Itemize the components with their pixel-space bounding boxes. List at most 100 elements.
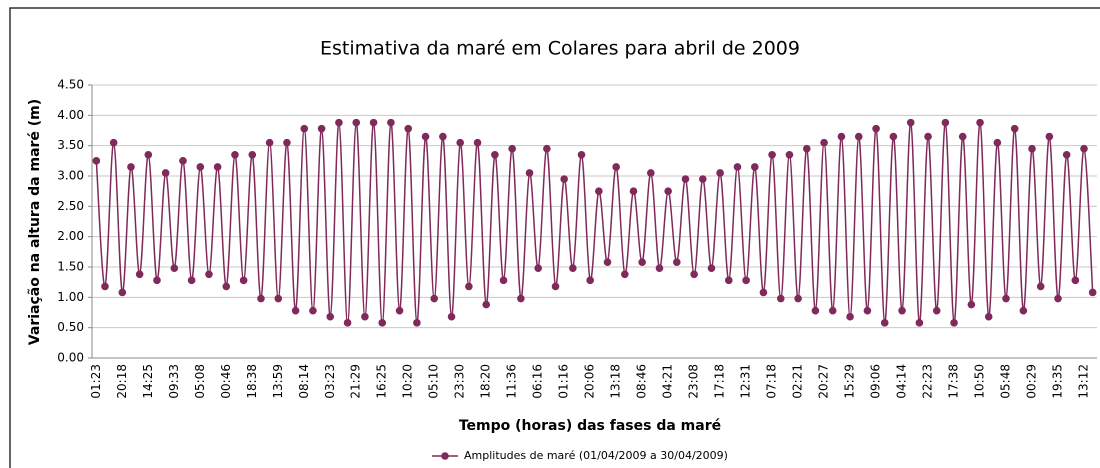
x-tick-label: 14:25 [141,364,155,399]
data-point [1045,132,1054,141]
data-point [161,169,170,177]
x-tick-label: 01:16 [557,364,571,399]
x-tick-label: 17:18 [713,364,727,399]
data-point [976,118,984,127]
data-point [664,187,672,195]
data-point [759,288,768,297]
data-point [196,163,205,171]
data-point [439,132,447,141]
data-point [369,118,378,127]
data-point [707,264,716,273]
x-tick-label: 07:18 [765,364,779,399]
y-axis-title: Variação na altura da maré (m) [27,99,43,345]
data-point [837,132,846,141]
data-point [915,319,924,327]
data-point [187,276,196,285]
data-point [993,138,1002,147]
x-tick-label: 15:29 [843,364,857,399]
data-point [932,306,941,315]
data-point [621,270,629,279]
data-point [387,118,395,127]
x-tick-label: 13:18 [609,364,623,399]
data-point [92,157,101,165]
data-point [265,138,274,147]
y-tick-label: 4.50 [57,78,84,92]
y-tick-label: 2.00 [57,229,84,243]
data-point [118,288,127,297]
x-tick-label: 10:50 [973,364,987,399]
data-point [854,132,863,141]
y-tick-label: 4.00 [57,108,84,122]
data-point [863,306,872,315]
x-tick-label: 11:36 [505,364,519,399]
data-point [248,150,257,159]
data-point [950,319,958,327]
data-point [629,187,638,195]
data-point [170,264,179,273]
data-point [465,282,473,291]
data-point [742,276,750,285]
x-tick-label: 08:14 [297,364,311,399]
data-point [473,138,482,147]
data-point [1054,294,1062,303]
data-point [135,270,144,279]
x-tick-label: 00:46 [219,364,233,399]
data-point [967,300,976,309]
data-point [274,294,283,303]
data-point [404,124,413,133]
data-point [456,138,465,147]
y-tick-label: 3.00 [57,169,84,183]
data-point [430,294,439,303]
y-tick-label: 0.50 [57,320,84,334]
x-tick-label: 09:06 [869,364,883,399]
data-point [924,132,932,141]
data-point [794,294,802,303]
data-point [378,319,387,327]
x-tick-label: 16:25 [375,364,389,399]
legend-marker [441,452,449,460]
data-point [395,306,404,315]
data-point [213,163,222,171]
data-point [109,138,118,147]
data-point [239,276,248,285]
data-point [958,132,967,141]
x-tick-label: 18:38 [245,364,259,399]
data-point [352,118,361,127]
data-point [846,312,854,321]
data-point [257,294,265,303]
data-point [872,124,880,133]
data-point [508,144,516,153]
data-point [447,312,456,321]
data-point [811,306,820,315]
data-point [655,264,664,273]
x-tick-label: 05:48 [999,364,1013,399]
data-point [144,150,153,159]
data-point [941,118,950,127]
data-point [1080,144,1088,153]
data-point [1019,306,1028,315]
data-point [317,124,326,133]
data-point [283,138,291,147]
x-axis-title: Tempo (horas) das fases da maré [459,418,721,434]
x-tick-label: 12:31 [739,364,753,399]
y-tick-label: 1.50 [57,260,84,274]
data-point [880,319,889,327]
x-tick-label: 08:46 [635,364,649,399]
data-point [889,132,898,141]
y-tick-label: 2.50 [57,199,84,213]
data-point [673,258,681,266]
data-point [560,175,568,183]
x-tick-label: 13:12 [1077,364,1091,399]
data-point [101,282,109,291]
data-point [681,175,690,183]
data-point [1062,150,1071,159]
x-tick-label: 17:38 [947,364,961,399]
data-point [690,270,698,279]
x-tick-label: 22:23 [921,364,935,399]
data-point [482,300,491,309]
data-point [1002,294,1010,303]
x-tick-label: 23:30 [453,364,467,399]
data-point [343,319,352,327]
data-point [231,150,239,159]
